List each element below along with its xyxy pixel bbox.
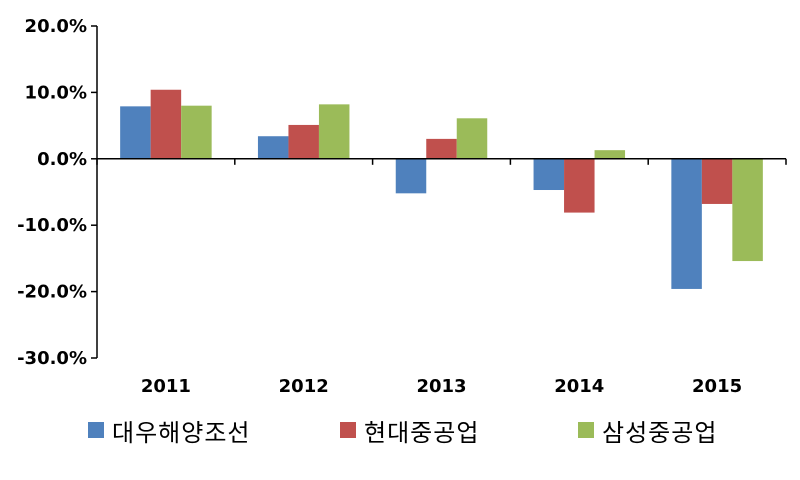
legend-label-samsung: 삼성중공업 (602, 418, 718, 447)
legend-item-daewoo: 대우해양조선 (88, 410, 250, 450)
bar-대우해양조선-2011 (120, 106, 151, 159)
bar-현대중공업-2011 (150, 89, 182, 159)
x-tick-label-2011: 2011 (141, 376, 191, 397)
bar-chart: 20.0% 10.0% 0.0% -10.0% -20.0% -30.0% 2011 2012… (17, 16, 787, 397)
y-tick-label: -10.0% (17, 215, 87, 236)
bar-삼성중공업-2014 (594, 150, 626, 159)
bar-대우해양조선-2014 (533, 158, 565, 191)
y-tick-label: -30.0% (17, 348, 87, 369)
legend: 대우해양조선 현대중공업 삼성중공업 (0, 410, 800, 450)
bar-현대중공업-2014 (564, 158, 595, 213)
y-tick-label: 20.0% (25, 16, 87, 37)
x-tick-label-2014: 2014 (554, 376, 604, 397)
x-tick-label-2013: 2013 (416, 376, 466, 397)
bar-삼성중공업-2013 (456, 118, 488, 159)
bar-삼성중공업-2011 (181, 105, 212, 159)
y-tick-label: 0.0% (37, 149, 87, 170)
legend-label-daewoo: 대우해양조선 (112, 418, 251, 447)
bar-현대중공업-2013 (426, 138, 457, 159)
bar-현대중공업-2015 (701, 158, 733, 204)
legend-swatch-daewoo (88, 422, 104, 438)
legend-swatch-samsung (578, 422, 594, 438)
legend-swatch-hyundai (340, 422, 356, 438)
bar-대우해양조선-2012 (257, 136, 289, 159)
legend-item-hyundai: 현대중공업 (340, 410, 479, 450)
bar-현대중공업-2012 (288, 124, 319, 159)
y-tick-label: -20.0% (17, 282, 87, 303)
legend-item-samsung: 삼성중공업 (578, 410, 717, 450)
bar-대우해양조선-2013 (395, 158, 427, 194)
bar-삼성중공업-2012 (318, 104, 350, 159)
x-tick-label-2015: 2015 (692, 376, 742, 397)
legend-label-hyundai: 현대중공업 (364, 418, 480, 447)
y-tick-label: 10.0% (25, 82, 87, 103)
x-tick-label-2012: 2012 (279, 376, 329, 397)
bar-삼성중공업-2015 (732, 158, 763, 262)
bar-대우해양조선-2015 (671, 158, 702, 289)
